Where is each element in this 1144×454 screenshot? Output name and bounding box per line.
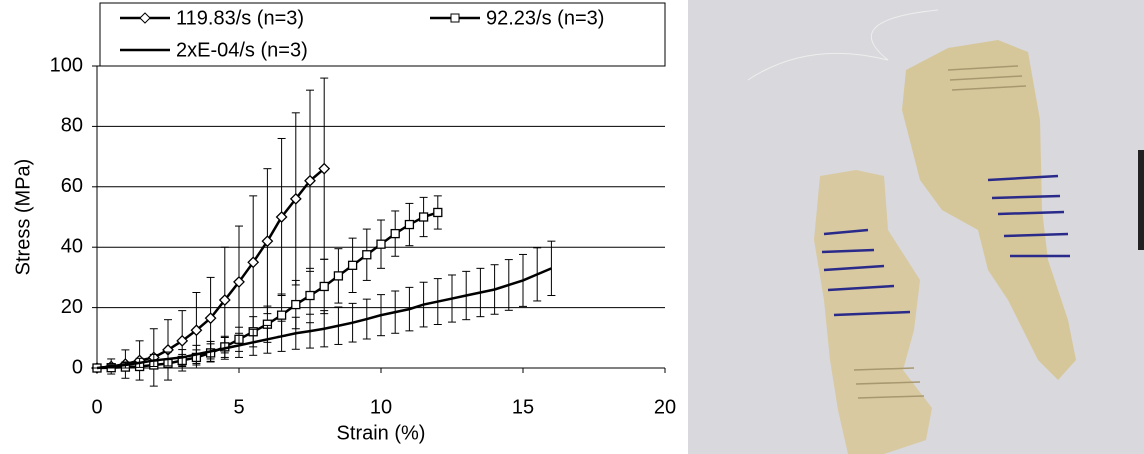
marker xyxy=(218,294,231,306)
legend-marker xyxy=(139,12,151,24)
marker xyxy=(418,212,429,222)
tissue-right xyxy=(902,40,1076,380)
marker xyxy=(319,281,329,292)
y-tick-label: 0 xyxy=(72,356,83,378)
y-tick-label: 100 xyxy=(50,54,83,76)
legend-item: 2xE-04/s (n=3) xyxy=(120,39,308,61)
edge xyxy=(1138,150,1144,250)
marker xyxy=(190,324,203,337)
marker xyxy=(433,207,443,218)
photo xyxy=(688,0,1144,454)
legend-label: 2xE-04/s (n=3) xyxy=(176,39,308,61)
legend-label: 92.23/s (n=3) xyxy=(486,7,604,29)
series xyxy=(91,77,331,387)
marker xyxy=(275,211,288,223)
x-tick-label: 10 xyxy=(370,396,392,418)
x-tick-label: 5 xyxy=(233,396,244,418)
marker xyxy=(305,290,315,301)
marker xyxy=(276,310,287,320)
y-tick-label: 80 xyxy=(61,115,83,137)
y-axis-title: Stress (MPa) xyxy=(12,159,34,276)
marker xyxy=(304,174,316,187)
legend-item: 119.83/s (n=3) xyxy=(120,7,304,29)
marker xyxy=(362,250,372,260)
marker-lines xyxy=(821,174,1070,317)
marker xyxy=(291,299,301,310)
marker xyxy=(318,162,331,175)
marker xyxy=(390,228,400,239)
y-tick-label: 40 xyxy=(61,235,83,257)
marker xyxy=(176,334,189,347)
marker xyxy=(204,312,217,325)
series-line xyxy=(96,267,552,370)
x-tick-label: 20 xyxy=(654,396,676,418)
chart: Stress (MPa) Strain (%) 0 20 40 60 80 100 0 5 10… xyxy=(12,2,676,444)
marker xyxy=(376,239,386,249)
marker xyxy=(333,271,344,281)
x-tick-label: 0 xyxy=(91,396,102,418)
marker xyxy=(404,219,415,230)
y-tick-label: 60 xyxy=(61,175,83,197)
legend-marker xyxy=(450,13,460,23)
legend-item: 92.23/s (n=3) xyxy=(430,7,604,29)
x-axis-title: Strain (%) xyxy=(337,422,426,444)
x-tick-label: 15 xyxy=(512,396,534,418)
series xyxy=(93,240,556,370)
ridges xyxy=(853,65,1027,399)
fiber xyxy=(747,9,939,81)
legend-box xyxy=(99,2,666,67)
marker xyxy=(347,260,358,270)
marker xyxy=(289,192,302,205)
y-tick-label: 20 xyxy=(61,296,83,318)
legend-label: 119.83/s (n=3) xyxy=(176,7,304,29)
marker xyxy=(261,235,274,248)
marker xyxy=(247,256,260,269)
marker xyxy=(233,276,245,288)
